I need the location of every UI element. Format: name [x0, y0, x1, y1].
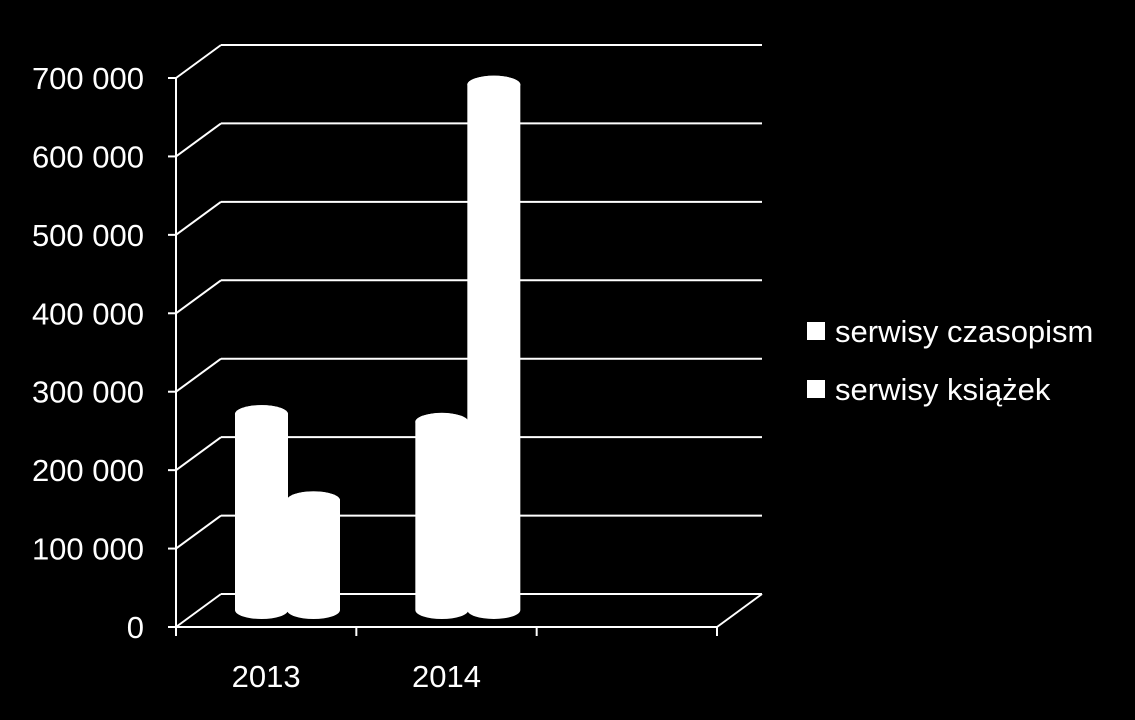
y-tick-label: 300 000: [32, 375, 144, 410]
bars: [235, 75, 521, 619]
bar-body: [287, 491, 340, 619]
bar-body: [235, 405, 288, 619]
bar-body: [467, 75, 521, 619]
y-tick-label: 600 000: [32, 139, 144, 174]
y-tick-label: 500 000: [32, 218, 144, 253]
bar-top: [235, 405, 288, 424]
legend-swatch-serwisy-ksiazek: [807, 380, 825, 398]
y-tick-label: 0: [127, 610, 144, 645]
bar-serwisy-czasopism-2014: [415, 412, 469, 619]
y-tick-labels: 0 100 000 200 000 300 000 400 000 500 000 600 …: [32, 61, 144, 645]
chart-walls: [716, 593, 763, 628]
bar-serwisy-czasopism-2013: [235, 405, 288, 619]
gridline-side: [175, 357, 222, 393]
legend-label-serwisy-ksiazek: serwisy książek: [835, 372, 1051, 407]
gridline-side: [175, 436, 222, 471]
y-tick-label: 100 000: [32, 532, 144, 567]
y-tick-label: 400 000: [32, 296, 144, 331]
y-tick-label: 200 000: [32, 453, 144, 488]
bar-body: [415, 412, 469, 619]
bar-serwisy-ksiazek-2014: [467, 75, 521, 619]
axes: [168, 77, 718, 636]
x-tick-label: 2014: [412, 659, 481, 694]
legend-swatch-serwisy-czasopism: [807, 322, 825, 340]
gridline-side: [175, 122, 222, 158]
x-tick-labels: 2013 2014: [232, 659, 481, 694]
gridline-side: [175, 514, 222, 550]
gridline-side: [175, 44, 222, 79]
gridline-side: [175, 279, 222, 315]
bar-serwisy-ksiazek-2013: [287, 491, 340, 619]
floor-right-edge: [716, 593, 763, 628]
gridline-side: [175, 201, 222, 236]
legend: serwisy czasopism serwisy książek: [807, 314, 1093, 407]
legend-label-serwisy-czasopism: serwisy czasopism: [835, 314, 1093, 349]
gridline-side: [175, 593, 222, 628]
bar-top: [415, 412, 469, 431]
bar-top: [287, 491, 340, 510]
x-tick-label: 2013: [232, 659, 301, 694]
y-tick-label: 700 000: [32, 61, 144, 96]
bar-top: [467, 75, 521, 94]
